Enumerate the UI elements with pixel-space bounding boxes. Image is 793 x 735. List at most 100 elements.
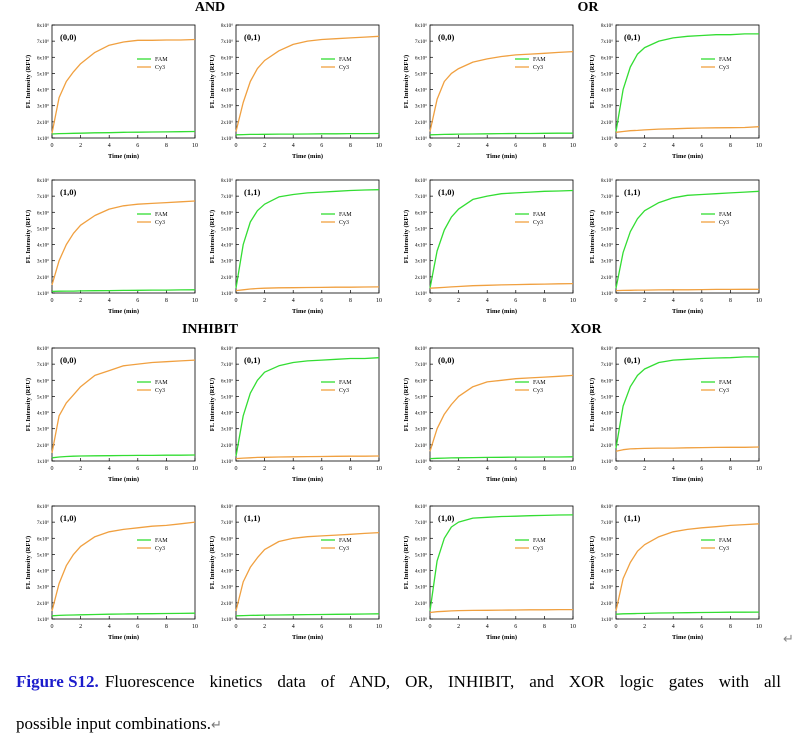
- series-line-fam: [51, 289, 196, 293]
- y-tick-label: 4x10⁶: [37, 569, 49, 575]
- figure-caption-line1: Figure S12. Fluorescence kinetics data o…: [16, 672, 781, 692]
- series-line-fam: [51, 130, 196, 135]
- y-axis-label: FL Intensity (RFU): [403, 536, 410, 589]
- plot-frame: [429, 505, 574, 620]
- chart-and-01: 0 2 4 6 8 10 1x10⁶ 2x10⁶ 3x10⁶ 4x10⁶ 5x10⁶ 6x10⁶ 7x1…: [209, 23, 382, 160]
- input-label: (0,0): [60, 355, 76, 365]
- y-tick-label: 1x10⁶: [221, 617, 233, 623]
- x-axis-label: Time (min): [486, 153, 517, 160]
- y-tick-label: 5x10⁶: [415, 394, 427, 400]
- chart-or-00: 0 2 4 6 8 10 1x10⁶ 2x10⁶ 3x10⁶ 4x10⁶ 5x10⁶ 6x10⁶ 7x1…: [403, 23, 576, 160]
- chart-and-00: 0 2 4 6 8 10 1x10⁶ 2x10⁶ 3x10⁶ 4x10⁶ 5x10⁶ 6x10⁶ 7x1…: [25, 23, 198, 160]
- y-tick-label: 6x10⁶: [415, 536, 427, 542]
- input-label: (0,1): [244, 355, 260, 365]
- y-tick-label: 8x10⁶: [37, 346, 49, 352]
- legend-label-cy3: Cy3: [339, 388, 349, 394]
- legend-label-fam: FAM: [339, 212, 352, 218]
- y-tick-label: 1x10⁶: [415, 291, 427, 297]
- x-tick-label: 2: [643, 143, 646, 149]
- y-tick-label: 4x10⁶: [415, 569, 427, 575]
- y-tick-label: 5x10⁶: [221, 552, 233, 558]
- input-label: (1,0): [438, 513, 454, 523]
- plot-frame: [429, 179, 574, 294]
- x-tick-label: 8: [165, 143, 168, 149]
- x-tick-label: 4: [486, 624, 489, 630]
- series-line-fam: [615, 356, 759, 449]
- x-tick-label: 4: [486, 143, 489, 149]
- y-tick-label: 7x10⁶: [221, 194, 233, 200]
- caption-text-line2: possible input combinations.: [16, 714, 212, 733]
- legend-label-cy3: Cy3: [719, 220, 729, 226]
- y-tick-label: 1x10⁶: [415, 617, 427, 623]
- x-axis-label: Time (min): [292, 634, 323, 641]
- input-label: (0,1): [624, 355, 640, 365]
- y-tick-label: 8x10⁶: [221, 23, 233, 29]
- x-axis-label: Time (min): [108, 476, 139, 483]
- y-tick-label: 7x10⁶: [221, 520, 233, 526]
- x-tick-label: 8: [165, 466, 168, 472]
- legend-label-fam: FAM: [533, 212, 546, 218]
- x-tick-label: 10: [570, 143, 576, 149]
- x-tick-label: 0: [615, 624, 618, 630]
- series-line-fam: [615, 190, 760, 289]
- x-tick-label: 0: [429, 143, 432, 149]
- y-tick-label: 4x10⁶: [37, 88, 49, 94]
- legend-label-cy3: Cy3: [339, 220, 349, 226]
- series-line-cy3: [429, 374, 574, 452]
- legend-label-fam: FAM: [339, 380, 352, 386]
- legend-label-fam: FAM: [339, 57, 352, 63]
- y-tick-label: 5x10⁶: [601, 71, 613, 77]
- input-label: (1,0): [60, 513, 76, 523]
- x-tick-label: 2: [79, 624, 82, 630]
- x-tick-label: 4: [672, 143, 675, 149]
- chart-xor-10: 0 2 4 6 8 10 1x10⁶ 2x10⁶ 3x10⁶ 4x10⁶ 5x10⁶ 6x10⁶ 7x1…: [403, 504, 576, 641]
- y-axis-label: FL Intensity (RFU): [209, 536, 216, 589]
- y-tick-label: 2x10⁶: [37, 601, 49, 607]
- gate-title-xor: XOR: [570, 322, 602, 337]
- x-tick-label: 0: [235, 624, 238, 630]
- y-tick-label: 4x10⁶: [221, 569, 233, 575]
- y-tick-label: 6x10⁶: [37, 378, 49, 384]
- legend-label-cy3: Cy3: [533, 220, 543, 226]
- y-tick-label: 6x10⁶: [415, 378, 427, 384]
- x-tick-label: 2: [457, 466, 460, 472]
- chart-inhibit-10: 0 2 4 6 8 10 1x10⁶ 2x10⁶ 3x10⁶ 4x10⁶ 5x10⁶ 6x10⁶ 7x1…: [25, 504, 198, 641]
- x-tick-label: 10: [376, 298, 382, 304]
- y-tick-label: 8x10⁶: [221, 504, 233, 510]
- x-tick-label: 0: [429, 624, 432, 630]
- y-tick-label: 8x10⁶: [37, 504, 49, 510]
- legend-label-fam: FAM: [719, 380, 732, 386]
- y-tick-label: 5x10⁶: [221, 71, 233, 77]
- x-tick-label: 2: [263, 624, 266, 630]
- plot-frame: [235, 179, 380, 294]
- x-tick-label: 4: [108, 143, 111, 149]
- x-axis-label: Time (min): [486, 634, 517, 641]
- y-tick-label: 6x10⁶: [221, 210, 233, 216]
- legend-label-fam: FAM: [155, 57, 168, 63]
- y-axis-label: FL Intensity (RFU): [209, 378, 216, 431]
- y-tick-label: 3x10⁶: [221, 259, 233, 265]
- chart-inhibit-00: 0 2 4 6 8 10 1x10⁶ 2x10⁶ 3x10⁶ 4x10⁶ 5x10⁶ 6x10⁶ 7x1…: [25, 346, 198, 483]
- x-axis-label: Time (min): [672, 634, 703, 641]
- x-tick-label: 2: [457, 624, 460, 630]
- x-tick-label: 0: [51, 143, 54, 149]
- y-tick-label: 2x10⁶: [37, 443, 49, 449]
- y-tick-label: 4x10⁶: [37, 243, 49, 249]
- y-tick-label: 6x10⁶: [221, 378, 233, 384]
- legend-label-fam: FAM: [339, 538, 352, 544]
- x-tick-label: 6: [700, 298, 703, 304]
- y-tick-label: 2x10⁶: [415, 601, 427, 607]
- x-tick-label: 10: [192, 466, 198, 472]
- x-tick-label: 2: [263, 298, 266, 304]
- series-line-fam: [429, 189, 574, 289]
- x-tick-label: 2: [643, 298, 646, 304]
- input-label: (0,0): [438, 32, 454, 42]
- series-line-fam: [51, 612, 196, 617]
- caption-text-line1: Fluorescence kinetics data of AND, OR, I…: [104, 672, 781, 691]
- y-axis-label: FL Intensity (RFU): [589, 378, 596, 431]
- plot-frame: [51, 24, 196, 139]
- legend-label-fam: FAM: [533, 538, 546, 544]
- x-tick-label: 8: [349, 466, 352, 472]
- x-tick-label: 6: [136, 466, 139, 472]
- plot-frame: [235, 505, 380, 620]
